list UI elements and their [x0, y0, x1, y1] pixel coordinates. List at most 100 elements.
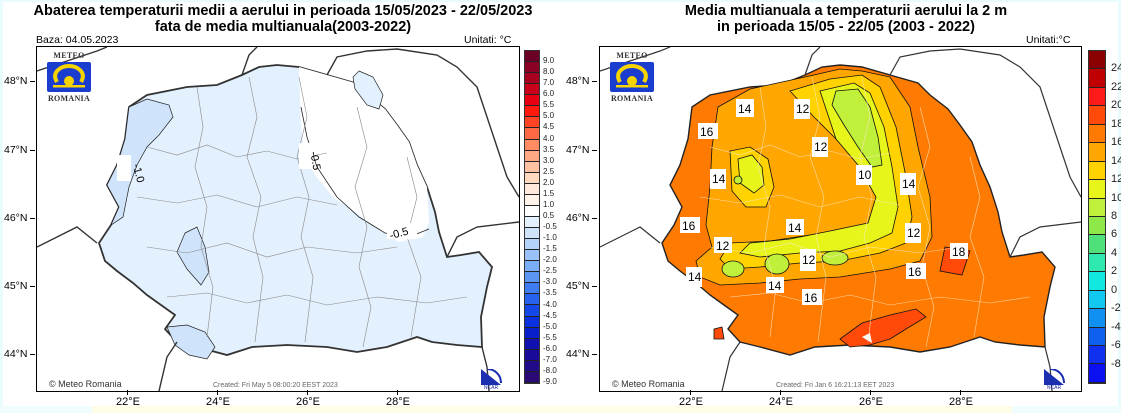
colorbar-swatch	[525, 161, 539, 173]
contour-label: -0.5	[388, 226, 409, 243]
logo-text-top: METEO	[616, 51, 648, 60]
colorbar-swatch	[1089, 364, 1105, 383]
colorbar-swatch	[525, 84, 539, 96]
colorbar-label: 4	[1111, 246, 1118, 259]
colorbar-swatch	[1089, 161, 1105, 181]
anomaly-map[interactable]: -1.0 -0.5 -0.5 METEO ROMANIA © Meteo Rom…	[36, 46, 520, 392]
lat-label: 48°N	[566, 75, 599, 87]
contour-label: 12	[802, 253, 816, 267]
colorbar-label: 1.5	[543, 188, 555, 198]
ncar-logo: NCAR	[479, 369, 503, 391]
contour-label: 14	[712, 172, 726, 186]
lon-label: 24°E	[206, 396, 230, 408]
created-timestamp: Created: Fri Jan 6 16:21:13 EET 2023	[776, 382, 895, 389]
colorbar-label: 8.0	[543, 67, 555, 77]
anomaly-map-panel: Abaterea temperaturii medii a aerului in…	[3, 2, 563, 408]
colorbar-label: 5.0	[543, 111, 555, 121]
colorbar-label: -4	[1111, 320, 1121, 333]
colorbar-label: 20	[1111, 99, 1121, 112]
logo-emblem-icon	[47, 62, 91, 92]
contour-label: 16	[682, 219, 696, 233]
contour-label: 12	[907, 226, 921, 240]
colorbar-label: -1.0	[543, 233, 557, 243]
copyright: © Meteo Romania	[49, 379, 122, 389]
colorbar-label: 8	[1111, 210, 1118, 222]
colorbar-swatch	[1089, 216, 1105, 236]
ncar-text: NCAR	[1046, 385, 1062, 391]
colorbar-swatch	[1089, 124, 1105, 144]
colorbar-label: -3.5	[543, 288, 557, 298]
colorbar-label: 3.0	[543, 155, 555, 165]
anomaly-map-graphic: -1.0 -0.5 -0.5	[37, 47, 519, 391]
colorbar-label: 3.5	[543, 144, 555, 154]
colorbar-swatch	[525, 250, 539, 262]
contour-label: 16	[908, 265, 922, 279]
logo-text-top: METEO	[53, 51, 85, 60]
colorbar-label: 18	[1111, 117, 1121, 130]
colorbar-swatch	[525, 150, 539, 162]
colorbar-swatch	[525, 117, 539, 129]
colorbar-swatch	[525, 272, 539, 284]
colorbar-swatch	[525, 371, 539, 383]
colorbar-swatch	[525, 139, 539, 151]
lat-label: 48°N	[4, 75, 37, 87]
contour-label: 12	[716, 239, 730, 253]
colorbar-label: 6.0	[543, 89, 555, 99]
contour-label: 18	[952, 245, 966, 259]
colorbar-label: 2	[1111, 265, 1118, 278]
colorbar-label: 0	[1111, 283, 1118, 296]
colorbar-label: -8.0	[543, 365, 557, 375]
temperature-colorbar	[1088, 50, 1106, 384]
lat-label: 44°N	[4, 348, 37, 360]
colorbar-swatch	[525, 172, 539, 184]
colorbar-swatch	[525, 205, 539, 217]
colorbar-swatch	[525, 128, 539, 140]
colorbar-label: -6	[1111, 339, 1121, 352]
climatology-map-graphic: 14 12 16 12 14 10 14 16 14 12 12 14 12 1…	[600, 47, 1081, 391]
colorbar-swatch	[525, 239, 539, 251]
colorbar-label: 2.5	[543, 166, 555, 176]
colorbar-swatch	[525, 338, 539, 350]
colorbar-label: -9.0	[543, 377, 557, 386]
colorbar-label: -3.0	[543, 277, 557, 287]
lat-label: 44°N	[566, 348, 599, 360]
colorbar-swatch	[525, 294, 539, 306]
bottom-band	[0, 406, 1121, 413]
colorbar-label: 4.5	[543, 122, 555, 132]
anomaly-title-line1: Abaterea temperaturii medii a aerului in…	[33, 3, 533, 19]
colorbar-label: -5.5	[543, 332, 557, 342]
colorbar-swatch	[525, 349, 539, 361]
colorbar-label: 1.0	[543, 199, 555, 209]
climatology-title-line2: in perioada 15/05 - 22/05 (2003 - 2022)	[717, 19, 975, 35]
lon-label: 28°E	[386, 396, 410, 408]
colorbar-label: 7.0	[543, 78, 555, 88]
colorbar-label: 0.5	[543, 211, 555, 220]
colorbar-label: -4.5	[543, 310, 557, 320]
colorbar-label: -2.0	[543, 255, 557, 265]
logo-emblem-icon	[610, 62, 654, 92]
colorbar-label: -7.0	[543, 354, 557, 364]
lon-label: 22°E	[679, 396, 703, 408]
colorbar-swatch	[525, 360, 539, 372]
colorbar-swatch	[525, 316, 539, 328]
colorbar-swatch	[525, 216, 539, 228]
colorbar-label: 16	[1111, 136, 1121, 149]
contour-label: 14	[738, 102, 752, 116]
meteo-romania-logo: METEO ROMANIA	[602, 51, 662, 103]
colorbar-label: -0.5	[543, 222, 557, 232]
colorbar-swatch	[1089, 290, 1105, 310]
lat-label: 46°N	[566, 212, 599, 224]
colorbar-swatch	[1089, 87, 1105, 107]
lat-label: 45°N	[566, 280, 599, 292]
colorbar-label: -5.0	[543, 321, 557, 331]
climatology-map[interactable]: 14 12 16 12 14 10 14 16 14 12 12 14 12 1…	[599, 46, 1082, 392]
colorbar-swatch	[525, 194, 539, 206]
colorbar-label: -2	[1111, 302, 1121, 315]
contour-label: -1.0	[130, 163, 147, 184]
colorbar-label: -1.5	[543, 244, 557, 254]
units-label: Unitati: °C	[464, 34, 512, 46]
colorbar-label: 5.5	[543, 100, 555, 110]
colorbar-label: 24	[1111, 62, 1121, 75]
figure-sheet: Abaterea temperaturii medii a aerului in…	[3, 2, 1121, 408]
contour-label: 14	[768, 279, 782, 293]
